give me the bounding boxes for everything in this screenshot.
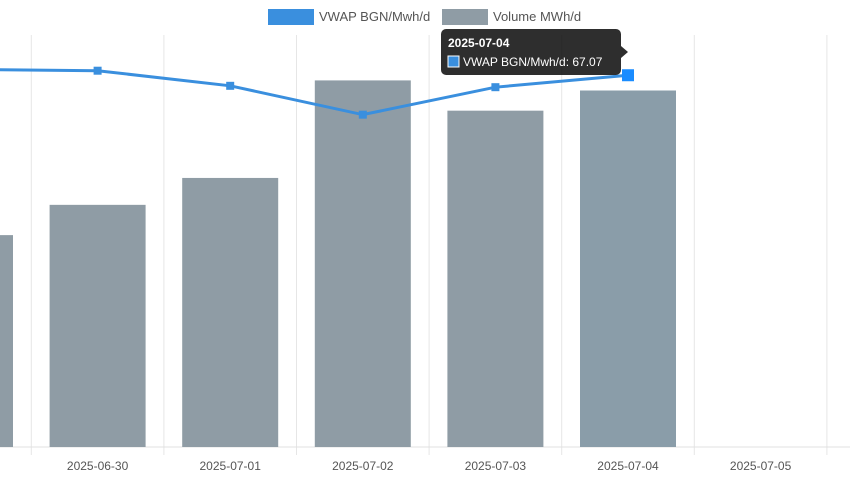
point-vwap[interactable] xyxy=(491,83,500,92)
x-tick-label: 2025-07-03 xyxy=(465,459,527,473)
tooltip-label: VWAP BGN/Mwh/d: 67.07 xyxy=(463,55,603,69)
legend-item-vwap[interactable]: VWAP BGN/Mwh/d xyxy=(268,9,430,25)
point-vwap[interactable] xyxy=(93,66,102,75)
legend-item-volume[interactable]: Volume MWh/d xyxy=(442,9,581,25)
legend: VWAP BGN/Mwh/d Volume MWh/d xyxy=(268,9,581,25)
tooltip-title: 2025-07-04 xyxy=(448,36,510,50)
bar-volume[interactable] xyxy=(182,177,279,447)
bar-volume[interactable] xyxy=(49,204,146,447)
legend-label-vwap: VWAP BGN/Mwh/d xyxy=(319,9,430,24)
x-tick-label: 2025-07-04 xyxy=(597,459,659,473)
line-vwap xyxy=(0,68,629,117)
point-vwap[interactable] xyxy=(226,81,235,90)
point-vwap[interactable] xyxy=(622,69,634,82)
x-axis: 2025-06-30 2025-07-01 2025-07-02 2025-07-03… xyxy=(67,459,792,473)
tooltip-box xyxy=(441,29,621,75)
bar-volume[interactable] xyxy=(0,235,13,447)
tooltip-swatch xyxy=(447,55,460,68)
point-vwap[interactable] xyxy=(358,110,367,119)
line-series xyxy=(0,66,634,119)
x-tick-label: 2025-07-02 xyxy=(332,459,394,473)
bar-volume[interactable] xyxy=(580,90,676,447)
legend-swatch-volume xyxy=(442,9,488,25)
legend-swatch-vwap xyxy=(268,9,314,25)
bar-volume[interactable] xyxy=(314,80,411,447)
x-tick-label: 2025-06-30 xyxy=(67,459,129,473)
legend-label-volume: Volume MWh/d xyxy=(493,9,581,24)
tooltip: 2025-07-04 VWAP BGN/Mwh/d: 67.07 xyxy=(441,29,628,75)
x-tick-label: 2025-07-05 xyxy=(730,459,792,473)
tooltip-caret xyxy=(621,46,628,58)
bar-series xyxy=(0,80,676,448)
x-tick-label: 2025-07-01 xyxy=(200,459,262,473)
gridlines xyxy=(0,35,850,455)
bar-volume[interactable] xyxy=(447,110,544,448)
